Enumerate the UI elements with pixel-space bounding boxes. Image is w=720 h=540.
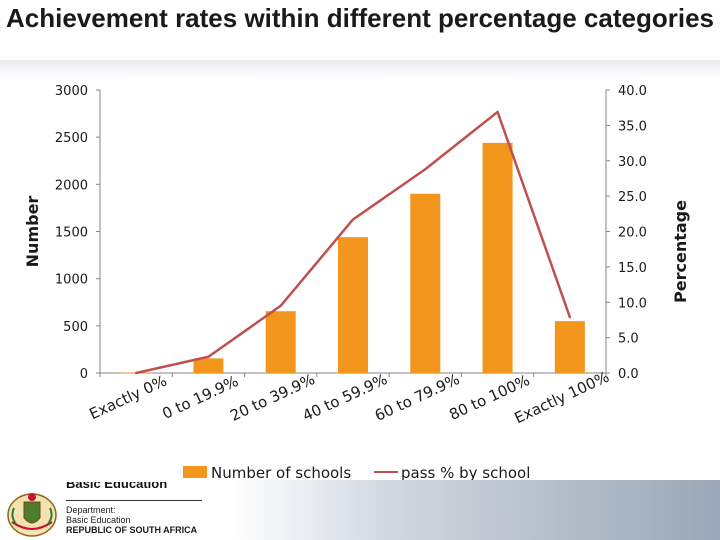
coat-of-arms-icon (7, 493, 57, 537)
bar (265, 311, 296, 373)
x-category-label: 0 to 19.9% (159, 372, 241, 423)
y-tick-label: 2000 (55, 178, 88, 193)
footer-heading-cut: Basic Education (66, 482, 168, 491)
y2-tick-label: 5.0 (618, 332, 639, 347)
y-tick-label: 1000 (55, 273, 88, 288)
y2-tick-label: 10.0 (618, 296, 647, 311)
y-tick-label: 0 (80, 367, 88, 382)
bar (338, 237, 368, 373)
line-point (207, 355, 210, 358)
footer: Basic Education Department: Basic Educat… (0, 480, 720, 540)
axes-layer (96, 89, 610, 377)
y2-tick-label: 0.0 (618, 367, 639, 382)
y2-tick-label: 25.0 (618, 190, 647, 205)
footer-rule (66, 500, 202, 501)
bar (482, 142, 513, 373)
line-point (424, 168, 427, 171)
x-category-label: Exactly 0% (86, 372, 169, 424)
legend-swatch-bars (183, 466, 207, 478)
y-tick-label: 1500 (55, 226, 88, 241)
bars-layer (121, 142, 585, 374)
y2-tick-label: 35.0 (618, 119, 647, 134)
bar (193, 358, 224, 373)
footer-line-2: Basic Education (66, 515, 131, 525)
y-tick-label: 2500 (55, 131, 88, 146)
bar (554, 321, 585, 373)
legend-label-line: pass % by school (401, 464, 530, 482)
legend: Number of schools pass % by school (183, 464, 530, 482)
y-axis-title: Number (23, 196, 42, 268)
title-underline-shading (0, 60, 720, 78)
line-point (279, 304, 282, 307)
line-point (496, 110, 499, 114)
y-tick-label: 3000 (55, 84, 88, 99)
line-point (351, 218, 355, 221)
footer-line-3: REPUBLIC OF SOUTH AFRICA (66, 525, 198, 535)
line-point (568, 315, 572, 319)
legend-label-bars: Number of schools (211, 464, 351, 482)
bar (410, 193, 441, 373)
footer-band (0, 480, 720, 540)
line-layer (134, 110, 572, 375)
line-point (134, 371, 138, 375)
y2-tick-label: 15.0 (618, 261, 647, 276)
y2-axis-title: Percentage (671, 200, 690, 303)
y2-tick-label: 20.0 (618, 226, 647, 241)
y2-tick-label: 40.0 (618, 84, 647, 99)
footer-line-1: Department: (66, 505, 116, 515)
y-tick-label: 500 (63, 320, 88, 335)
y2-tick-label: 30.0 (618, 155, 647, 170)
slide-title: Achievement rates within different perce… (6, 3, 714, 33)
